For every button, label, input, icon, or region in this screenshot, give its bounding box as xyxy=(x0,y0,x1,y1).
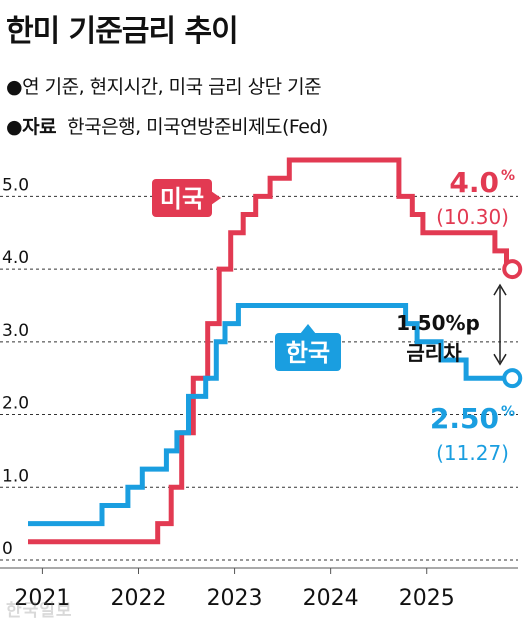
arrow-up-icon xyxy=(493,283,507,296)
series-label-us: 미국 xyxy=(152,179,221,217)
y-tick-label: 1.0 xyxy=(2,466,29,486)
arrow-down-icon xyxy=(493,353,507,366)
label-text: 한국 xyxy=(286,339,330,367)
y-tick-label: 2.0 xyxy=(2,394,29,414)
note-line: ●연 기준, 현지시간, 미국 금리 상단 기준 xyxy=(6,72,322,99)
series-label-korea: 한국 xyxy=(275,324,341,371)
y-tick-label: 4.0 xyxy=(2,248,29,268)
x-tick-label: 2023 xyxy=(207,586,263,611)
bullet-icon: ● xyxy=(6,76,23,98)
source-line: ●자료 한국은행, 미국연방준비제도(Fed) xyxy=(6,112,328,139)
note-text: 연 기준, 현지시간, 미국 금리 상단 기준 xyxy=(22,76,322,98)
label-pointer xyxy=(300,324,316,334)
label-box xyxy=(152,179,212,217)
x-tick-label: 2024 xyxy=(303,586,359,611)
label-text: 미국 xyxy=(160,185,204,213)
y-tick-label: 3.0 xyxy=(2,321,29,341)
label-pointer xyxy=(211,191,221,205)
watermark: 한국일보 xyxy=(6,601,73,621)
series-line-us xyxy=(28,157,513,545)
x-tick-label: 2021 xyxy=(14,586,70,611)
end-value-number: 4.0 xyxy=(449,166,499,199)
y-tick-label: 5.0 xyxy=(2,175,29,195)
bullet-icon: ● xyxy=(6,116,23,138)
end-marker-korea xyxy=(502,368,523,389)
end-value-unit: % xyxy=(501,168,515,184)
end-date-label: (10.30) xyxy=(436,205,509,229)
x-tick-label: 2025 xyxy=(399,586,455,611)
gap-caption: 금리차 xyxy=(406,341,462,365)
chart-title: 한미 기준금리 추이 xyxy=(6,14,239,49)
series-line-korea xyxy=(28,303,513,527)
end-value-us: 4.0 % (10.30) xyxy=(436,166,515,229)
end-value-korea: 2.50 % (11.27) xyxy=(430,402,515,465)
rate-gap-annotation: 1.50%p 금리차 xyxy=(396,283,507,366)
gap-value: 1.50%p xyxy=(396,311,480,335)
end-value-unit: % xyxy=(501,404,515,420)
end-date-label: (11.27) xyxy=(436,441,509,465)
x-tick-label: 2022 xyxy=(110,586,166,611)
end-marker-us xyxy=(502,259,523,280)
source-label: 자료 xyxy=(22,116,57,138)
end-value-number: 2.50 xyxy=(430,402,499,435)
label-box xyxy=(275,333,341,371)
y-tick-label: 0 xyxy=(2,539,13,559)
source-text: 한국은행, 미국연방준비제도(Fed) xyxy=(67,116,328,138)
